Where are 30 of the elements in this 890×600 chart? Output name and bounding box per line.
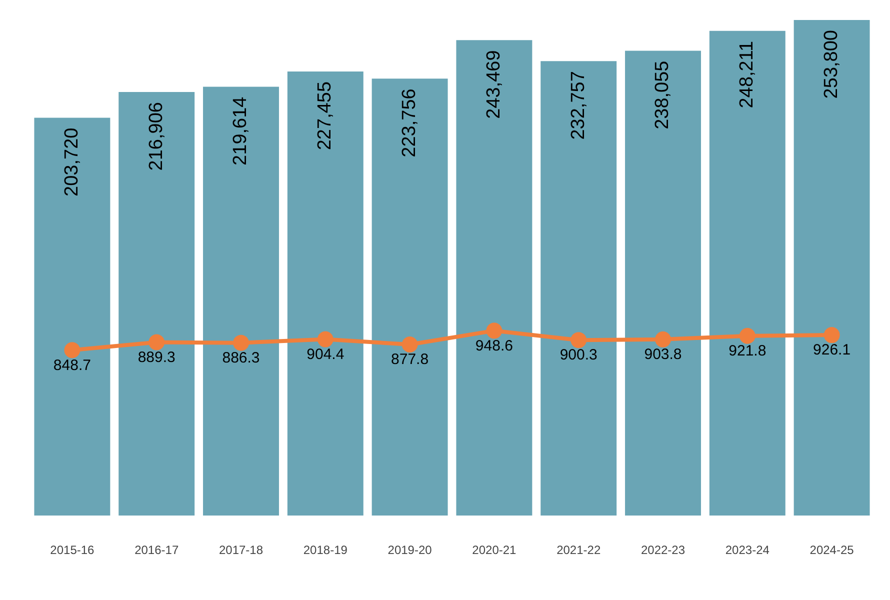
data-label: 227,455 xyxy=(314,81,336,150)
data-label: 232,757 xyxy=(568,71,589,140)
x-tick-label: 2018-19 xyxy=(303,543,348,558)
data-label: 904.4 xyxy=(306,346,344,363)
x-tick-label: 2021-22 xyxy=(556,543,601,558)
data-label: 903.8 xyxy=(644,346,682,364)
data-label: 877.8 xyxy=(391,351,429,368)
data-label: 948.6 xyxy=(475,337,513,354)
x-tick-label: 2023-24 xyxy=(725,543,770,558)
data-label: 238,055 xyxy=(652,60,674,130)
data-label: 223,756 xyxy=(399,88,420,158)
x-tick-label: 2020-21 xyxy=(472,543,517,558)
data-label: 216,906 xyxy=(146,102,167,171)
data-label: 921.8 xyxy=(728,342,766,360)
x-tick-label: 2015-16 xyxy=(50,543,95,558)
x-tick-label: 2016-17 xyxy=(134,543,179,558)
x-tick-label: 2017-18 xyxy=(218,543,264,558)
data-label: 243,469 xyxy=(483,50,504,119)
data-label: 219,614 xyxy=(230,96,252,166)
x-tick-label: 2022-23 xyxy=(640,543,686,558)
data-label: 886.3 xyxy=(222,349,260,366)
data-label: 248,211 xyxy=(736,40,758,108)
data-label: 926.1 xyxy=(813,342,851,359)
x-tick-label: 2024-25 xyxy=(810,543,854,558)
data-label: 900.3 xyxy=(560,346,598,364)
data-label: 848.7 xyxy=(53,356,91,374)
x-tick-label: 2019-20 xyxy=(388,543,432,558)
data-label: 203,720 xyxy=(61,128,82,196)
data-label: 889.3 xyxy=(138,348,176,366)
data-label: 253,800 xyxy=(821,30,842,99)
